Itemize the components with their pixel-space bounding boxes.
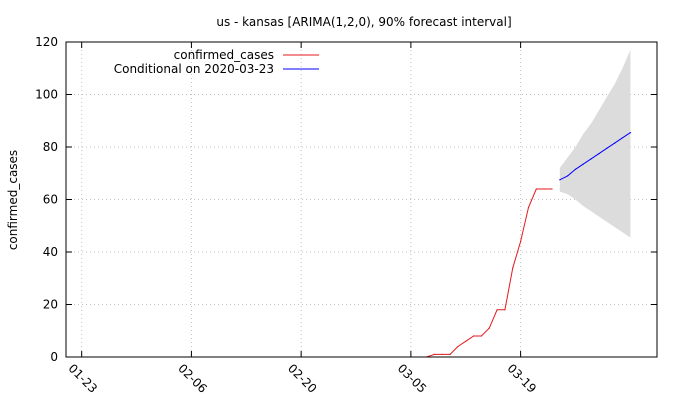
forecast-point [606,147,608,149]
confirmed-cases-point [535,188,537,190]
series-layer [426,132,632,358]
confirmed-cases-point [457,345,459,348]
forecast-point [567,175,569,177]
confirmed-cases-point [527,206,530,208]
confirmed-cases-point [504,309,506,311]
confirmed-cases-point [465,340,467,342]
grid [66,42,657,357]
confirmed-cases-point [512,267,514,269]
confirmed-cases-point [543,188,545,190]
y-tick-label: 40 [43,245,58,259]
x-tick-label: 02-06 [175,361,210,396]
x-tick-label: 02-20 [285,361,320,396]
confirmed-cases-point [496,309,498,311]
y-tick-label: 100 [35,88,58,102]
y-tick-label: 0 [50,350,58,364]
tick-labels: 0 20 40 60 80 100 120 01-23 02-06 02-20 03-05 03-19 [35,35,539,396]
y-tick-label: 80 [43,140,58,154]
x-tick-label: 03-19 [504,361,539,396]
confirmed-cases-point [520,240,522,243]
confirmed-cases-point [441,353,443,355]
confirmed-cases-point [551,188,553,190]
plot-border [65,41,658,358]
y-axis-label: confirmed_cases [6,150,20,250]
forecast-point [559,179,561,181]
forecast-point [590,158,592,160]
x-tick-label: 01-23 [66,361,101,396]
legend-label: confirmed_cases [174,48,274,62]
forecast-band-layer [559,49,631,238]
y-tick-label: 120 [35,35,58,49]
forecast-line [559,132,631,181]
forecast-point [614,142,616,144]
confirmed-cases-point [473,335,475,337]
forecast-point [574,168,577,170]
confirmed-cases-point [488,327,490,329]
confirmed-cases-line [426,188,552,358]
confirmed-cases-point [433,353,435,355]
confirmed-cases-point [449,353,451,355]
forecast-point [621,137,624,139]
confirmed-cases-point [480,335,482,337]
forecast-interval-band [559,49,631,238]
y-tick-label: 60 [43,193,58,207]
x-tick-label: 03-05 [395,361,430,396]
forecast-point [582,163,584,165]
axes [65,41,658,358]
y-tick-label: 20 [43,298,58,312]
forecast-point [598,153,600,155]
legend-label: Conditional on 2020-03-23 [114,62,274,76]
chart-title: us - kansas [ARIMA(1,2,0), 90% forecast … [216,15,511,29]
forecast-point [629,132,632,134]
